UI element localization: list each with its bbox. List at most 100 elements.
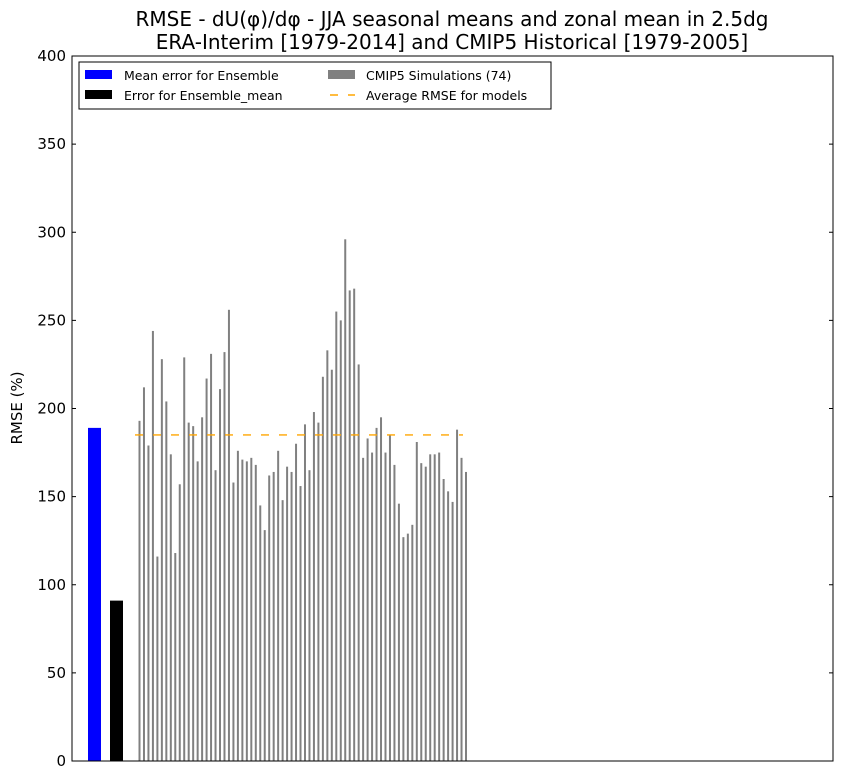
legend-label-average-rmse: Average RMSE for models (366, 88, 527, 103)
bar-cmip5-simulation (277, 450, 280, 761)
bar-cmip5-simulation (303, 424, 306, 761)
y-tick-label: 50 (47, 664, 66, 682)
y-tick-label: 200 (37, 400, 66, 418)
bar-cmip5-simulation (254, 464, 257, 761)
bar-cmip5-simulation (411, 524, 414, 761)
bar-cmip5-simulation (192, 426, 195, 761)
bar-cmip5-simulation (384, 452, 387, 761)
chart-title-line-2: ERA-Interim [1979-2014] and CMIP5 Histor… (156, 30, 748, 54)
bar-cmip5-simulation (219, 389, 222, 761)
bar-cmip5-simulation (272, 471, 275, 761)
bar-cmip5-simulation (299, 486, 302, 761)
bar-cmip5-simulation (295, 443, 298, 761)
bar-cmip5-simulation (268, 475, 271, 761)
bar-cmip5-simulation (138, 420, 141, 761)
bar-cmip5-simulation (353, 288, 356, 761)
legend-label-cmip5: CMIP5 Simulations (74) (366, 68, 511, 83)
y-tick-label: 300 (37, 223, 66, 241)
bar-cmip5-simulation (227, 309, 230, 761)
bar-cmip5-simulation (205, 378, 208, 761)
bar-cmip5-simulation (250, 457, 253, 761)
y-tick-label: 150 (37, 488, 66, 506)
bar-cmip5-simulation (344, 239, 347, 762)
bar-cmip5-simulation (210, 353, 213, 761)
legend: Mean error for Ensemble Error for Ensemb… (78, 61, 552, 110)
bar-cmip5-simulation (259, 505, 262, 761)
bar-cmip5-simulation (456, 429, 459, 761)
bar-cmip5-simulation (281, 500, 284, 761)
bar-cmip5-simulation (380, 417, 383, 761)
bar-cmip5-simulation (326, 350, 329, 761)
bar-cmip5-simulation (286, 466, 289, 761)
bar-cmip5-simulation (375, 427, 378, 761)
bar-cmip5-simulation (451, 501, 454, 761)
bar-cmip5-simulation (406, 533, 409, 761)
bar-cmip5-simulation (312, 412, 315, 761)
bar-cmip5-simulation (178, 484, 181, 761)
bars-group (88, 239, 467, 762)
bar-cmip5-simulation (362, 457, 365, 761)
bar-cmip5-simulation (241, 459, 244, 761)
bar-cmip5-simulation (142, 387, 145, 761)
bar-cmip5-simulation (335, 311, 338, 761)
legend-swatch-ensemble-mean-error (85, 70, 112, 79)
bar-cmip5-simulation (263, 530, 266, 761)
bar-cmip5-simulation (402, 537, 405, 761)
bar-cmip5-simulation (371, 452, 374, 761)
bar-cmip5-simulation (429, 454, 432, 761)
legend-swatch-ensemble-mean (85, 90, 112, 99)
bar-cmip5-simulation (348, 290, 351, 761)
bar-cmip5-simulation (196, 461, 199, 761)
legend-swatch-cmip5 (328, 70, 355, 79)
bar-cmip5-simulation (151, 330, 154, 761)
bar-cmip5-simulation (174, 553, 177, 761)
legend-label-ensemble-mean-error: Mean error for Ensemble (124, 68, 279, 83)
bar-cmip5-simulation (397, 503, 400, 761)
bar-cmip5-simulation (156, 556, 159, 761)
bar-cmip5-simulation (187, 422, 190, 761)
bar-cmip5-simulation (442, 479, 445, 761)
bar-cmip5-simulation (290, 471, 293, 761)
bar-cmip5-simulation (393, 464, 396, 761)
bar-cmip5-simulation (460, 457, 463, 761)
bar-cmip5-simulation (201, 417, 204, 761)
bar-cmip5-simulation (236, 450, 239, 761)
bar-cmip5-simulation (321, 376, 324, 761)
legend-label-ensemble-mean: Error for Ensemble_mean (124, 88, 283, 103)
bar-cmip5-simulation (330, 369, 333, 761)
legend-box (78, 61, 552, 110)
y-axis-label: RMSE (%) (8, 371, 26, 444)
bar-cmip5-simulation (232, 482, 235, 761)
bar-ensemble-mean-error (88, 427, 101, 761)
bar-cmip5-simulation (214, 470, 217, 761)
bar-cmip5-simulation (388, 434, 391, 761)
y-tick-label: 250 (37, 311, 66, 329)
bar-cmip5-simulation (165, 401, 168, 761)
bar-cmip5-simulation (147, 445, 150, 761)
bar-cmip5-simulation (465, 471, 467, 761)
y-tick-label: 0 (56, 752, 66, 770)
bar-cmip5-simulation (308, 470, 311, 761)
bar-cmip5-simulation (420, 463, 423, 761)
bar-cmip5-simulation (339, 320, 342, 761)
chart-title: RMSE - dU(φ)/dφ - JJA seasonal means and… (136, 7, 769, 54)
bar-cmip5-simulation (366, 438, 369, 761)
bar-cmip5-simulation (160, 359, 163, 761)
chart-title-line-1: RMSE - dU(φ)/dφ - JJA seasonal means and… (136, 7, 769, 31)
bar-cmip5-simulation (245, 461, 248, 761)
bar-cmip5-simulation (433, 454, 436, 761)
y-tick-label: 100 (37, 576, 66, 594)
bar-cmip5-simulation (169, 454, 172, 761)
bar-cmip5-simulation (357, 364, 360, 761)
y-axis-ticks: 0 50 100 150 200 250 300 350 400 (37, 47, 833, 770)
y-tick-label: 400 (37, 47, 66, 65)
y-tick-label: 350 (37, 135, 66, 153)
bar-cmip5-simulation (424, 466, 427, 761)
bar-cmip5-simulation (317, 422, 320, 761)
bar-cmip5-simulation (183, 357, 186, 761)
bar-cmip5-simulation (447, 491, 450, 761)
bar-ensemble-mean (110, 600, 123, 761)
bar-cmip5-simulation (223, 352, 226, 761)
bar-cmip5-simulation (438, 452, 441, 761)
